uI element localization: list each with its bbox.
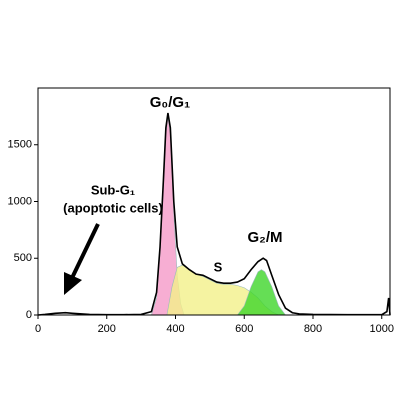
x-tick-label: 600 [235, 323, 253, 335]
x-tick-label: 800 [304, 323, 322, 335]
y-tick-label: 0 [26, 309, 32, 321]
y-tick-label: 1000 [8, 195, 32, 207]
annotation: G₂/M [248, 229, 283, 246]
area-fill [236, 269, 287, 316]
x-tick-label: 400 [166, 323, 184, 335]
arrow-head [64, 272, 82, 295]
annotation: G₀/G₁ [150, 94, 190, 111]
annotation: Sub-G₁ [91, 182, 135, 197]
y-tick-label: 1500 [8, 139, 32, 151]
x-tick-label: 200 [98, 323, 116, 335]
annotation: S [214, 259, 223, 274]
x-tick-label: 1000 [370, 323, 394, 335]
y-tick-label: 500 [14, 252, 32, 264]
arrow-shaft [70, 223, 100, 279]
x-tick-label: 0 [35, 323, 41, 335]
annotation: (apoptotic cells) [63, 200, 163, 215]
